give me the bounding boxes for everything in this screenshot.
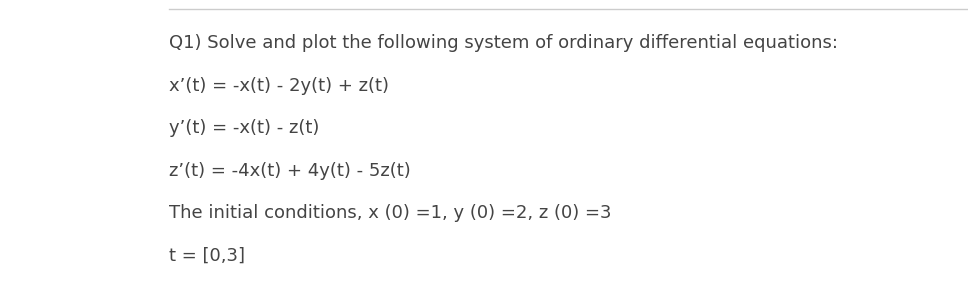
Text: t = [0,3]: t = [0,3] (169, 247, 246, 265)
Text: Q1) Solve and plot the following system of ordinary differential equations:: Q1) Solve and plot the following system … (169, 34, 838, 53)
Text: x’(t) = -x(t) - 2y(t) + z(t): x’(t) = -x(t) - 2y(t) + z(t) (169, 77, 389, 95)
Text: The initial conditions, x (0) =1, y (0) =2, z (0) =3: The initial conditions, x (0) =1, y (0) … (169, 204, 612, 222)
Text: y’(t) = -x(t) - z(t): y’(t) = -x(t) - z(t) (169, 119, 319, 137)
Text: z’(t) = -4x(t) + 4y(t) - 5z(t): z’(t) = -4x(t) + 4y(t) - 5z(t) (169, 162, 411, 180)
